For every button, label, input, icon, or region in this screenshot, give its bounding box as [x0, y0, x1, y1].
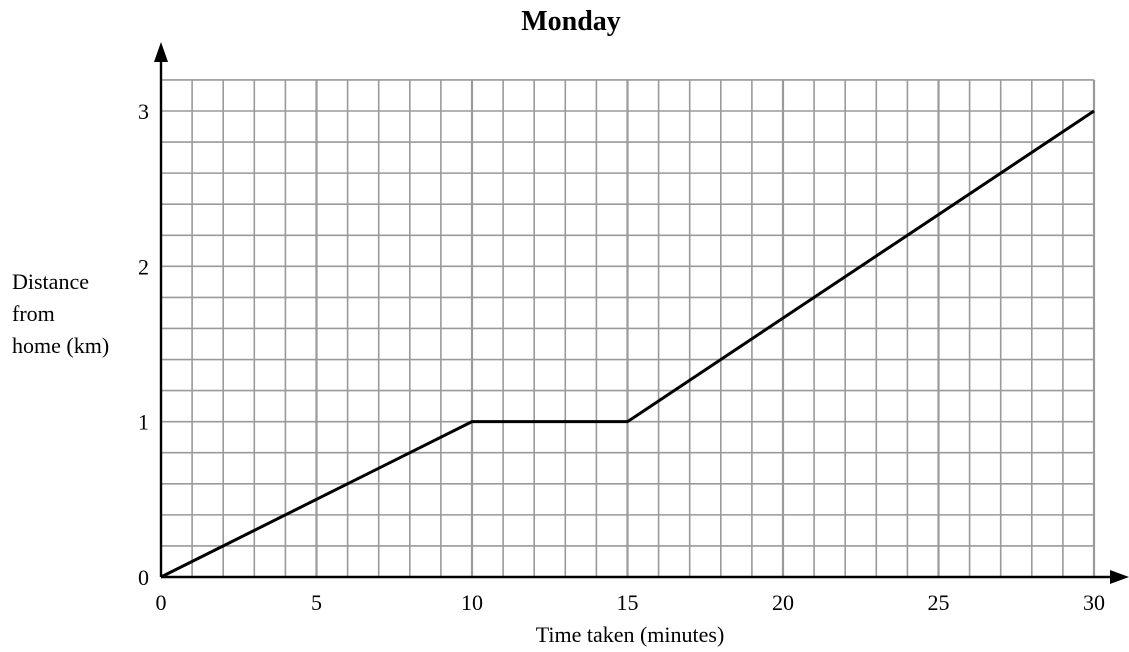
y-tick-label: 1	[138, 410, 149, 435]
x-tick-label: 15	[617, 590, 639, 615]
x-tick-label: 10	[461, 590, 483, 615]
y-tick-label: 2	[138, 254, 149, 279]
y-axis-arrow	[154, 42, 168, 62]
x-axis-arrow	[1110, 570, 1129, 584]
chart-title: Monday	[521, 6, 621, 37]
x-tick-label: 25	[928, 590, 950, 615]
x-tick-label: 20	[772, 590, 794, 615]
x-tick-label: 5	[311, 590, 322, 615]
x-tick-label: 0	[156, 590, 167, 615]
x-tick-label: 30	[1083, 590, 1105, 615]
grid	[161, 79, 1096, 577]
y-axis-label-line-2: from	[12, 301, 55, 326]
y-tick-label: 0	[138, 565, 149, 590]
series-line	[160, 109, 1095, 579]
y-tick-label: 3	[138, 99, 149, 124]
axes	[154, 42, 1129, 584]
y-axis-label-line-1: Distance	[12, 269, 89, 294]
tick-labels: 0 5 10 15 20 25 30 0 1 2 3	[138, 99, 1105, 615]
x-axis-label: Time taken (minutes)	[535, 622, 725, 647]
series	[160, 109, 1095, 579]
y-axis-label-line-3: home (km)	[12, 333, 110, 358]
